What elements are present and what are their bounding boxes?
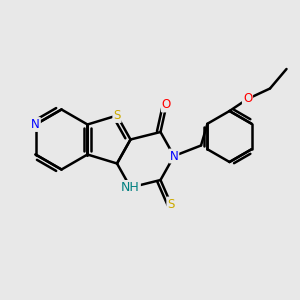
Text: S: S [167,197,175,211]
Text: N: N [31,118,40,131]
Text: O: O [243,92,252,106]
Text: NH: NH [121,181,140,194]
Text: O: O [162,98,171,112]
Text: N: N [169,149,178,163]
Text: S: S [113,109,121,122]
